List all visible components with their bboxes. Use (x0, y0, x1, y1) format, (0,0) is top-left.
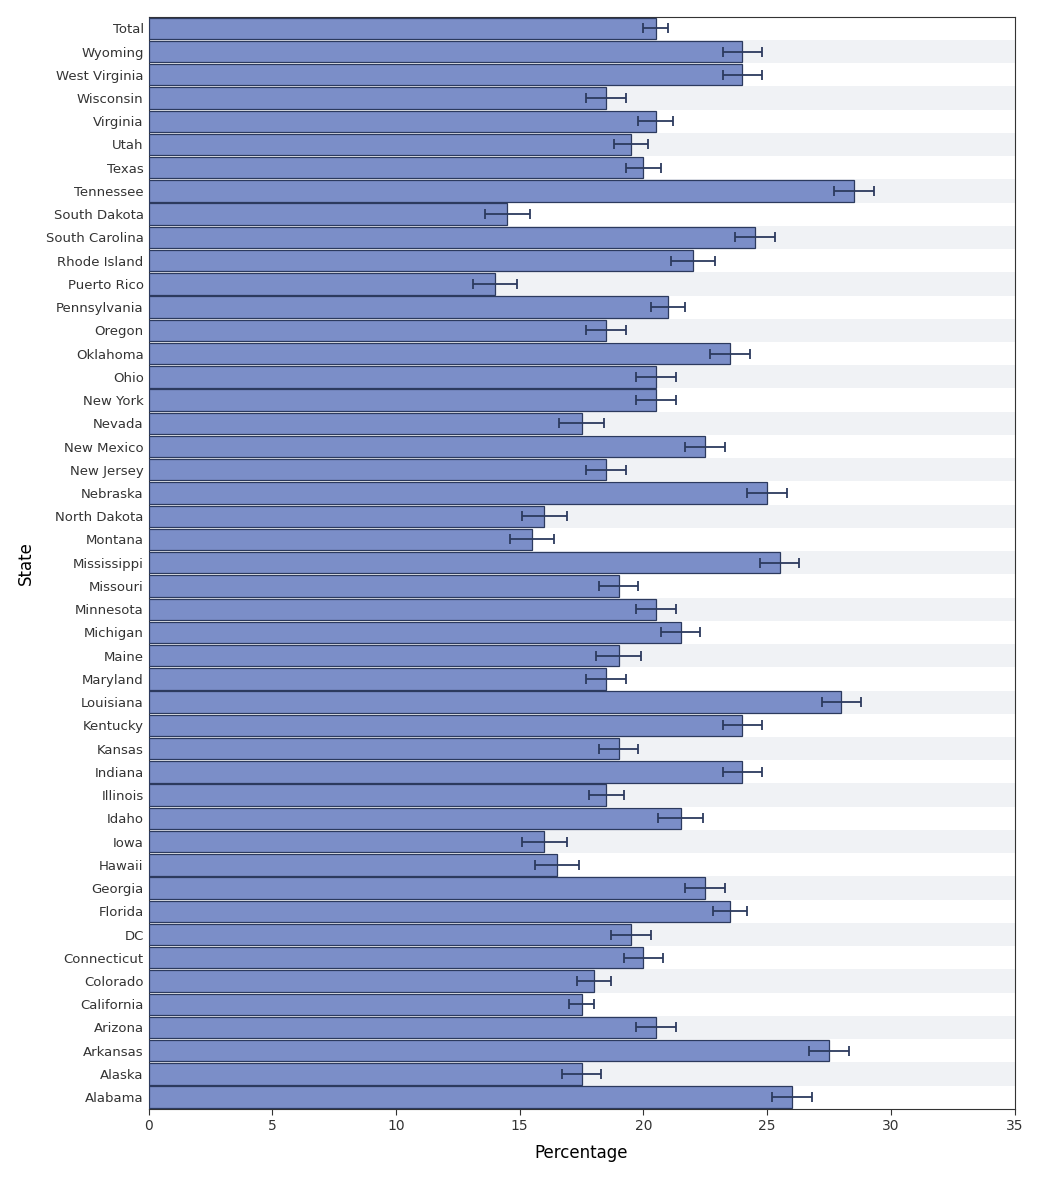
Bar (149, 621, 680, 643)
Bar (149, 762, 743, 783)
Bar (149, 667, 1015, 691)
Bar (149, 411, 1015, 435)
Bar (149, 900, 1015, 923)
Bar (149, 481, 1015, 505)
Bar (149, 436, 705, 457)
Bar (149, 575, 619, 597)
Bar (149, 714, 743, 736)
Bar (149, 993, 1015, 1016)
Bar (149, 621, 1015, 644)
Bar (149, 272, 1015, 296)
Bar (149, 179, 1015, 203)
Bar (149, 459, 1015, 481)
Bar (149, 365, 1015, 388)
Bar (149, 691, 1015, 713)
Bar (149, 367, 656, 388)
Bar (149, 1063, 581, 1085)
Y-axis label: State: State (17, 541, 34, 585)
Bar (149, 738, 619, 759)
Bar (149, 111, 656, 132)
Bar (149, 598, 1015, 621)
Bar (149, 760, 1015, 784)
Bar (149, 318, 1015, 342)
Bar (149, 459, 606, 481)
Bar (149, 528, 1015, 551)
Bar (149, 296, 1015, 318)
Bar (149, 110, 1015, 133)
Bar (149, 691, 841, 713)
Bar (149, 529, 532, 551)
Bar (149, 784, 606, 805)
Bar (149, 737, 1015, 760)
Bar (149, 249, 1015, 272)
Bar (149, 854, 556, 876)
Bar (149, 133, 1015, 156)
Bar (149, 41, 743, 62)
Bar (149, 1040, 829, 1061)
Bar (149, 552, 780, 573)
Bar (149, 806, 1015, 830)
Bar (149, 64, 1015, 86)
Bar (149, 204, 508, 225)
Bar (149, 970, 594, 992)
Bar (149, 1039, 1015, 1062)
Bar (149, 250, 693, 271)
Bar (149, 320, 606, 341)
Bar (149, 994, 581, 1015)
Bar (149, 342, 1015, 365)
Bar (149, 1016, 656, 1039)
Bar (149, 413, 581, 434)
Bar (149, 876, 1015, 900)
Bar (149, 947, 644, 968)
Bar (149, 551, 1015, 574)
Bar (149, 877, 705, 898)
Bar (149, 1086, 1015, 1108)
Bar (149, 574, 1015, 598)
Bar (149, 18, 656, 39)
Bar (149, 17, 1015, 40)
Bar (149, 969, 1015, 993)
Bar (149, 830, 1015, 854)
Bar (149, 64, 743, 85)
Bar (149, 506, 544, 527)
Bar (149, 946, 1015, 969)
Bar (149, 226, 1015, 249)
Bar (149, 388, 1015, 411)
Bar (149, 505, 1015, 528)
Bar (149, 40, 1015, 64)
Bar (149, 901, 730, 922)
Bar (149, 923, 1015, 946)
Bar (149, 645, 619, 666)
Bar (149, 435, 1015, 459)
X-axis label: Percentage: Percentage (535, 1145, 628, 1162)
Bar (149, 133, 631, 156)
Bar (149, 668, 606, 690)
Bar (149, 274, 495, 295)
Bar (149, 87, 606, 108)
Bar (149, 1087, 791, 1108)
Bar (149, 86, 1015, 110)
Bar (149, 226, 755, 248)
Bar (149, 156, 1015, 179)
Bar (149, 343, 730, 364)
Bar (149, 1062, 1015, 1086)
Bar (149, 203, 1015, 226)
Bar (149, 599, 656, 620)
Bar (149, 482, 768, 503)
Bar (149, 808, 680, 829)
Bar (149, 1016, 1015, 1039)
Bar (149, 180, 854, 202)
Bar (149, 924, 631, 946)
Bar (149, 296, 668, 318)
Bar (149, 854, 1015, 876)
Bar (149, 784, 1015, 806)
Bar (149, 157, 644, 178)
Bar (149, 831, 544, 852)
Bar (149, 713, 1015, 737)
Bar (149, 644, 1015, 667)
Bar (149, 389, 656, 410)
